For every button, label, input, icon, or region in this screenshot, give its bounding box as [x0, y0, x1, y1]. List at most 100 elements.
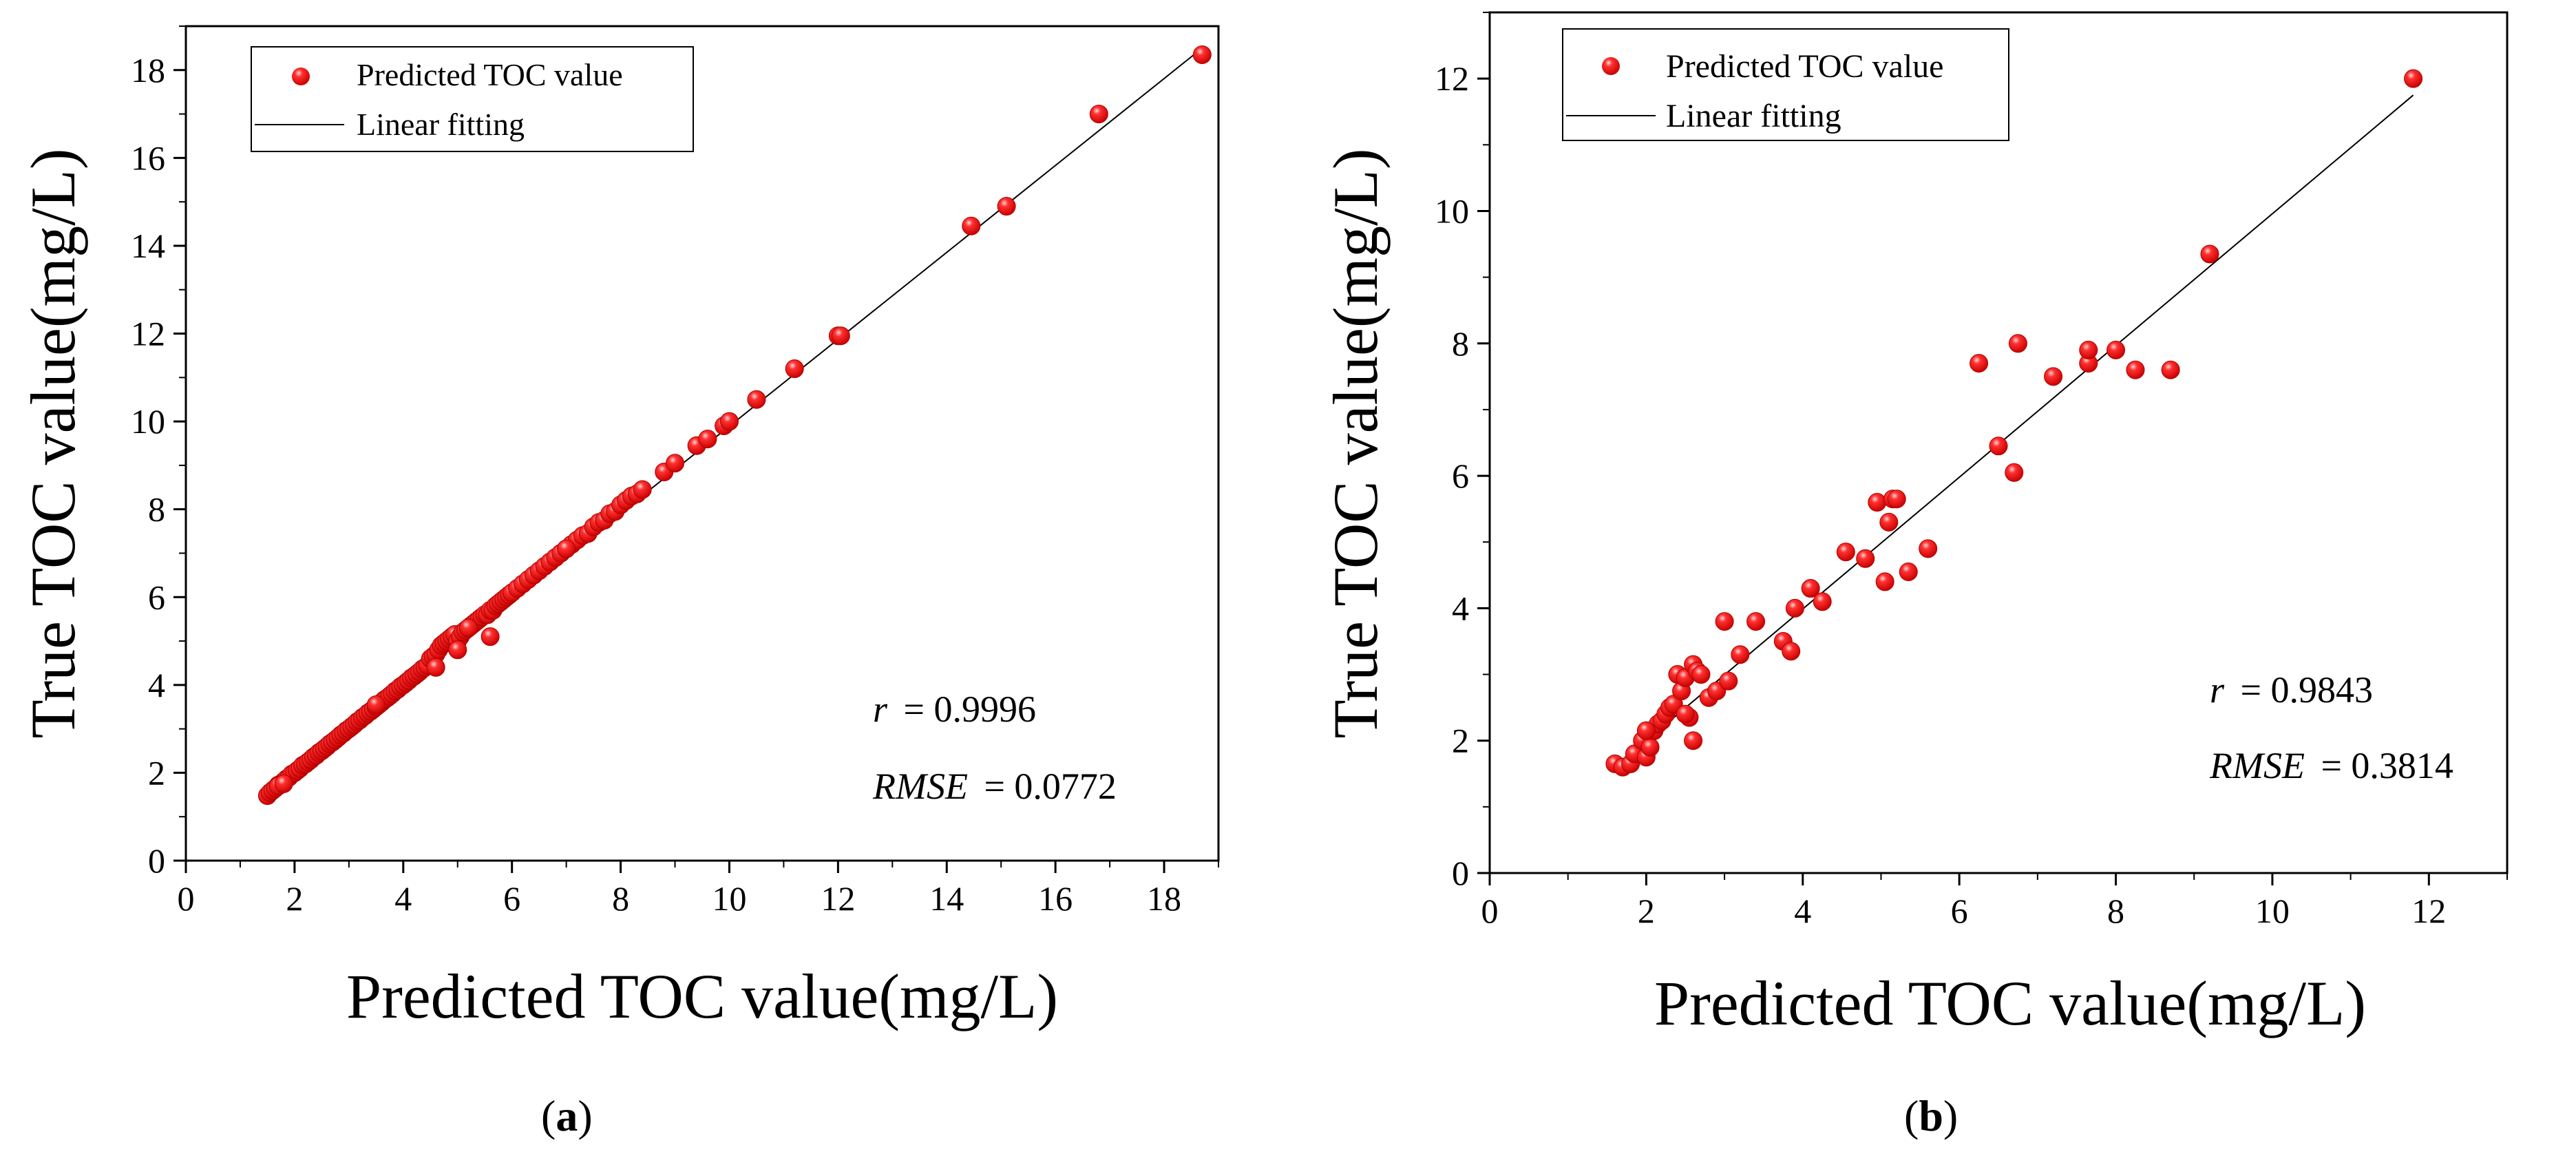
chart-b-r-stat: r = 0.9843 [2210, 669, 2373, 711]
chart-a-x-tick-label: 6 [503, 879, 520, 918]
chart-a-legend-marker [292, 67, 310, 85]
chart-a-y-tick-label: 12 [131, 315, 165, 353]
chart-b-x-tick-label: 2 [1638, 892, 1655, 930]
chart-b-rmse-stat: RMSE = 0.3814 [2209, 745, 2453, 786]
chart-a-legend-box [251, 46, 694, 152]
chart-a-y-tick-label: 18 [131, 51, 165, 90]
chart-b-data-point [1868, 493, 1887, 512]
chart-a-data-point [426, 658, 445, 677]
chart-a-data-point [633, 480, 652, 499]
chart-a-y-tick-label: 14 [131, 227, 165, 265]
chart-b-data-point [1856, 549, 1875, 568]
chart-b-data-point [1676, 704, 1695, 724]
chart-b-data-point [1636, 721, 1656, 740]
chart-a-y-tick-label: 16 [131, 138, 165, 177]
chart-a-data-point [719, 412, 739, 431]
chart-a-data-point [459, 618, 478, 638]
chart-b-data-point [1919, 539, 1938, 558]
chart-b-y-tick-label: 8 [1452, 324, 1469, 363]
panel-label-a: (a) [541, 1091, 593, 1140]
chart-b-data-point [2008, 334, 2027, 353]
chart-a-legend-label-fit: Linear fitting [357, 107, 525, 142]
chart-b-x-tick-label: 10 [2255, 892, 2290, 930]
chart-b-y-tick-label: 0 [1452, 854, 1469, 892]
chart-b-y-tick-label: 6 [1452, 456, 1469, 495]
chart-b-y-tick-label: 10 [1435, 191, 1469, 230]
chart-b-data-point [1899, 563, 1918, 581]
chart-b-data-point [1715, 612, 1734, 631]
chart-a-x-tick-label: 2 [286, 879, 303, 918]
chart-b-points [1605, 69, 2423, 777]
chart-a-x-axis-label: Predicted TOC value(mg/L) [346, 961, 1058, 1031]
chart-a-data-point [481, 627, 500, 647]
chart-b-y-axis-label: True TOC value(mg/L) [1320, 149, 1391, 739]
chart-a-data-point [747, 390, 766, 409]
chart-b-y-tick-label: 4 [1452, 589, 1469, 627]
chart-a-x-tick-label: 12 [821, 879, 855, 918]
chart-a-y-tick-label: 8 [148, 490, 165, 529]
chart-b-data-point [1801, 579, 1820, 598]
chart-b-data-point [1782, 642, 1801, 661]
chart-a: 0 2 4 6 8 10 12 14 16 18 0 2 4 6 8 10 12 14 16 18 Predicted… [18, 25, 1220, 1031]
chart-a-legend-label-points: Predicted TOC value [357, 57, 623, 92]
chart-a-data-point [785, 359, 804, 379]
chart-b-data-point [1836, 543, 1855, 562]
chart-b-data-point [2005, 463, 2024, 482]
chart-b-data-point [1813, 592, 1832, 611]
chart-b-legend: Predicted TOC value Linear fitting [1562, 28, 2009, 141]
chart-a-data-point [448, 640, 467, 660]
chart-b-data-point [2126, 360, 2145, 379]
chart-b-data-point [2107, 340, 2126, 359]
chart-b-data-point [2079, 340, 2098, 359]
chart-a-r-stat: r = 0.9996 [873, 689, 1036, 730]
chart-b-data-point [1989, 437, 2008, 456]
chart-a-points [257, 45, 1212, 806]
chart-b-data-point [1719, 671, 1738, 691]
chart-b-data-point [1970, 354, 1989, 373]
chart-b-data-point [2044, 367, 2063, 386]
chart-b-x-tick-label: 6 [1951, 892, 1968, 930]
chart-a-data-point [962, 216, 981, 235]
chart-b-x-axis-label: Predicted TOC value(mg/L) [1654, 968, 2366, 1038]
chart-b-data-point [1731, 645, 1750, 664]
chart-b-data-point [2200, 244, 2219, 264]
chart-a-y-axis-label: True TOC value(mg/L) [18, 149, 88, 739]
chart-a-x-tick-label: 0 [178, 879, 195, 918]
chart-b-x-tick-label: 12 [2411, 892, 2446, 930]
chart-a-x-tick-label: 8 [612, 879, 629, 918]
chart-a-x-tick-label: 4 [394, 879, 412, 918]
chart-b-x-tick-label: 4 [1794, 892, 1811, 930]
chart-a-plot-frame [184, 25, 1220, 862]
chart-b-fit-line [1614, 94, 2414, 768]
chart-a-y-tick-label: 2 [148, 753, 165, 792]
chart-a-data-point [698, 430, 717, 449]
chart-a-data-point [1089, 105, 1108, 124]
chart-a-x-tick-label: 18 [1147, 879, 1181, 918]
chart-a-x-tick-label: 16 [1038, 879, 1073, 918]
chart-b-data-point [1879, 512, 1899, 532]
chart-a-legend: Predicted TOC value Linear fitting [251, 46, 694, 152]
chart-a-data-point [831, 326, 850, 346]
chart-b-ticks: 0 2 4 6 8 10 12 0 2 4 6 8 10 12 [1435, 12, 2508, 930]
chart-b-legend-marker [1602, 57, 1620, 75]
chart-b-data-point [1887, 490, 1906, 509]
chart-b-x-tick-label: 8 [2107, 892, 2124, 930]
chart-a-rmse-stat: RMSE = 0.0772 [872, 766, 1117, 807]
chart-a-y-tick-label: 4 [148, 666, 165, 704]
chart-b-y-tick-label: 12 [1435, 59, 1469, 98]
chart-a-x-tick-label: 14 [929, 879, 964, 918]
chart-b-data-point [1785, 598, 1804, 618]
chart-a-data-point [997, 197, 1016, 216]
chart-a-data-point [666, 454, 685, 473]
chart-b-x-tick-label: 0 [1481, 892, 1499, 930]
chart-b-data-point [2404, 69, 2423, 88]
chart-a-y-tick-label: 6 [148, 578, 165, 616]
chart-a-y-tick-label: 0 [148, 841, 165, 880]
chart-a-data-point [366, 695, 386, 715]
panel-label-b: (b) [1904, 1091, 1959, 1140]
chart-b-data-point [1640, 737, 1660, 757]
chart-b-legend-box [1562, 28, 2009, 141]
chart-a-y-tick-label: 10 [131, 402, 165, 441]
chart-b-plot-frame [1488, 11, 2509, 874]
